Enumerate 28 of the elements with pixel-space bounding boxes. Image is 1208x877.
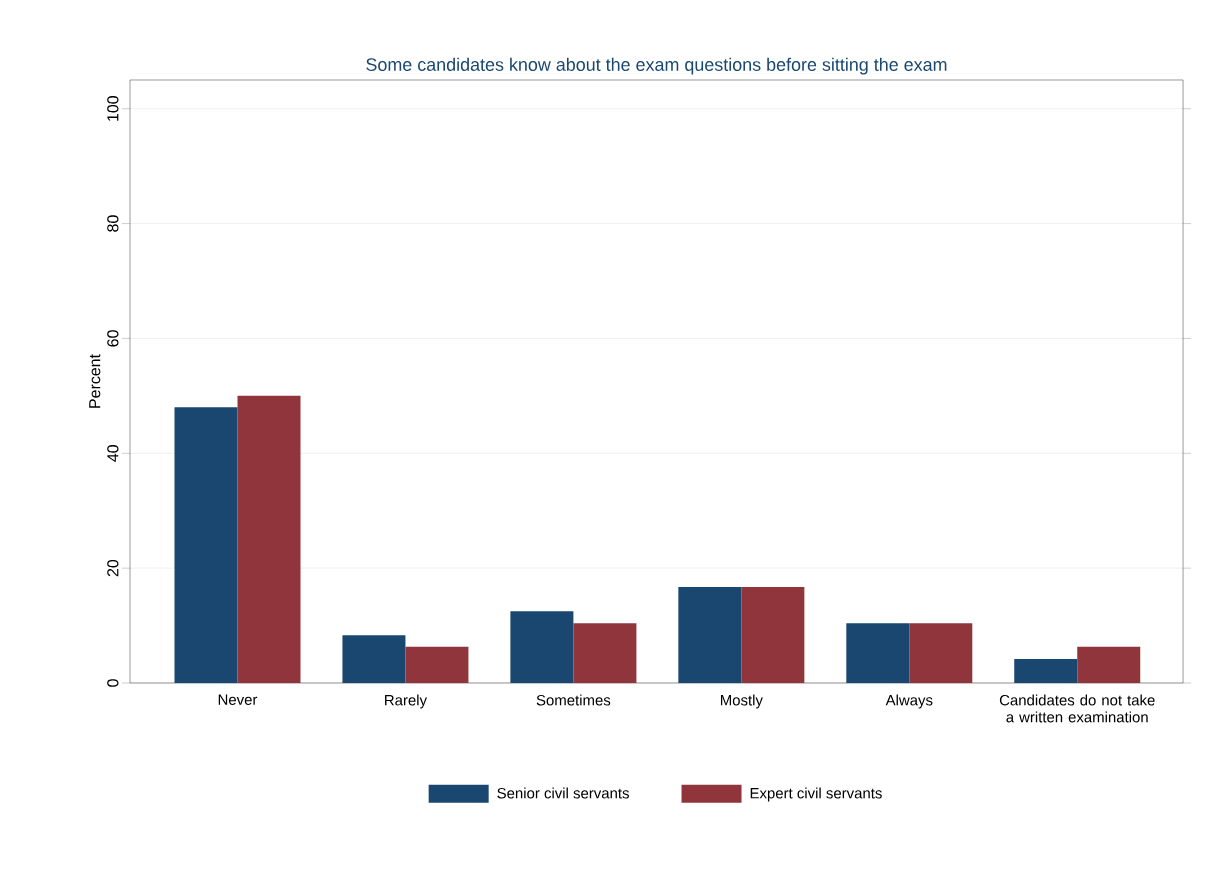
bar: [678, 587, 742, 683]
x-tick-label: Rarely: [385, 694, 427, 709]
x-tick-label: Sometimes: [536, 694, 611, 706]
bar: [909, 623, 973, 683]
bar: [174, 407, 238, 683]
bar: [342, 635, 406, 683]
y-tick-label: 20: [107, 559, 119, 577]
bar: [1014, 658, 1078, 683]
x-tick-label: Never: [218, 694, 258, 705]
bar: [846, 623, 910, 683]
y-tick-label: 0: [107, 679, 119, 687]
bar: [405, 646, 469, 683]
y-tick-label: 100: [107, 96, 119, 121]
y-axis-title: Percent: [89, 354, 101, 408]
bar: [510, 611, 574, 683]
legend-label: Senior civil servants: [497, 787, 629, 799]
x-tick-label: Always: [885, 694, 933, 709]
chart-title: Some candidates know about the exam questions before sitting the exam: [366, 57, 947, 75]
y-tick-label: 40: [107, 445, 119, 462]
bar: [573, 623, 637, 683]
bar: [1077, 646, 1141, 683]
legend-label: Expert civil servants: [750, 787, 882, 802]
y-tick-label: 80: [107, 215, 119, 232]
bar: [237, 395, 301, 683]
y-tick-label: 60: [107, 330, 119, 347]
bar: [741, 587, 805, 683]
x-tick-label: Mostly: [720, 694, 763, 709]
x-tick-label: Candidates do not take a written examination: [999, 694, 1155, 723]
